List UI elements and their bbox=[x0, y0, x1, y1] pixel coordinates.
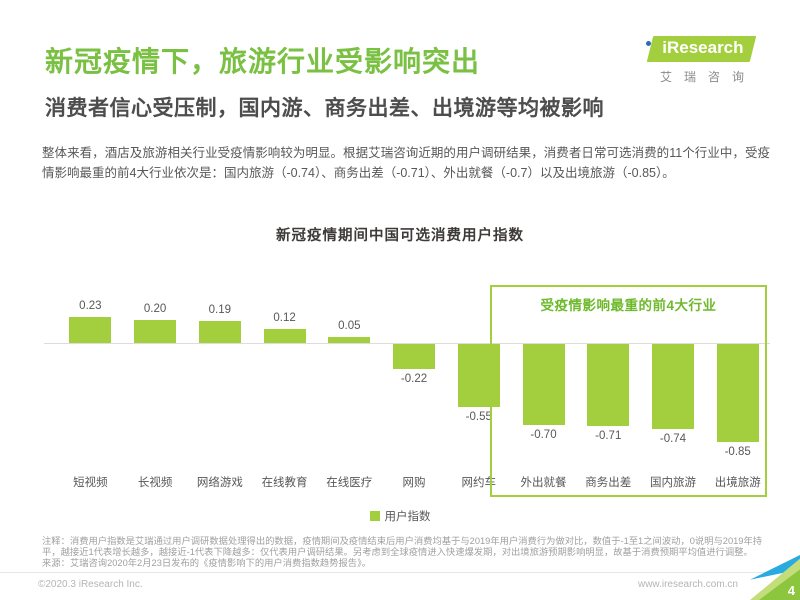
legend-swatch-icon bbox=[369, 511, 380, 521]
footer-website: www.iresearch.com.cn bbox=[637, 579, 738, 590]
category-label: 外出就餐 bbox=[520, 477, 567, 489]
bar-在线教育 bbox=[263, 329, 306, 343]
footnotes: 注释：消费用户指数是艾瑞通过用户调研数据处理得出的数据，疫情期间及疫情结束后用户… bbox=[42, 536, 774, 568]
bar-chart: 0.23 短视频 0.20 长视频 0.19 网络游戏 0.12 在线教育 0.05 在线医疗 -0… bbox=[44, 268, 770, 500]
bar-在线医疗 bbox=[328, 337, 371, 343]
category-label: 长视频 bbox=[137, 477, 173, 489]
source-text: 来源：艾瑞咨询2020年2月23日发布的《疫情影响下的用户消费指数趋势报告》。 bbox=[42, 557, 372, 568]
chart-column: -0.71 商务出差 bbox=[576, 268, 641, 500]
bar-value-label: -0.74 bbox=[659, 433, 687, 446]
page-number: 4 bbox=[787, 583, 795, 598]
bar-value-label: 0.19 bbox=[208, 304, 232, 317]
bar-网购 bbox=[393, 344, 436, 370]
chart-column: -0.55 网约车 bbox=[446, 268, 511, 500]
bar-value-label: 0.20 bbox=[143, 303, 167, 315]
bar-value-label: 0.05 bbox=[338, 320, 361, 333]
footer-divider bbox=[0, 572, 800, 573]
category-label: 网络游戏 bbox=[196, 477, 243, 489]
chart-column: 0.23 短视频 bbox=[58, 268, 123, 500]
bar-外出就餐 bbox=[522, 344, 565, 425]
bar-商务出差 bbox=[587, 344, 630, 426]
bar-网络游戏 bbox=[198, 321, 241, 343]
bar-value-label: 0.23 bbox=[79, 299, 102, 312]
bar-value-label: -0.22 bbox=[400, 373, 428, 386]
bar-value-label: 0.12 bbox=[273, 312, 296, 325]
logo-i-dot-icon bbox=[646, 41, 651, 46]
category-label: 网约车 bbox=[461, 477, 497, 489]
chart-column: -0.85 出境旅游 bbox=[705, 268, 770, 500]
chart-column: 0.20 长视频 bbox=[123, 268, 188, 500]
footer-copyright: ©2020.3 iResearch Inc. bbox=[38, 579, 143, 590]
bar-value-label: -0.70 bbox=[530, 428, 557, 441]
page-title: 新冠疫情下，旅游行业受影响突出 bbox=[45, 46, 481, 77]
logo-mark: iResearch bbox=[647, 36, 757, 62]
intro-paragraph: 整体来看，酒店及旅游相关行业受疫情影响较为明显。根据艾瑞咨询近期的用户调研结果，… bbox=[42, 146, 770, 180]
bar-出境旅游 bbox=[716, 344, 759, 442]
bar-value-label: -0.55 bbox=[465, 411, 492, 424]
category-label: 在线教育 bbox=[261, 477, 308, 489]
page-subtitle: 消费者信心受压制，国内游、商务出差、出境游等均被影响 bbox=[45, 97, 604, 120]
chart-legend: 用户指数 bbox=[0, 508, 800, 524]
logo-brand-text: iResearch bbox=[662, 38, 744, 57]
chart-columns: 0.23 短视频 0.20 长视频 0.19 网络游戏 0.12 在线教育 0.05 在线医疗 -0… bbox=[58, 268, 770, 500]
category-label: 在线医疗 bbox=[326, 477, 373, 489]
chart-column: -0.22 网购 bbox=[382, 268, 447, 500]
bar-国内旅游 bbox=[651, 344, 694, 430]
category-label: 商务出差 bbox=[585, 477, 632, 489]
category-label: 国内旅游 bbox=[649, 477, 696, 489]
corner-decoration: 4 bbox=[750, 555, 800, 600]
chart-column: 0.12 在线教育 bbox=[252, 268, 317, 500]
bar-网约车 bbox=[457, 344, 500, 408]
bar-短视频 bbox=[69, 316, 112, 343]
chart-title: 新冠疫情期间中国可选消费用户指数 bbox=[276, 228, 524, 244]
iresearch-logo: iResearch 艾瑞咨询 bbox=[632, 36, 772, 85]
legend-label: 用户指数 bbox=[384, 511, 431, 523]
bar-value-label: -0.85 bbox=[724, 445, 751, 458]
chart-column: 0.05 在线医疗 bbox=[317, 268, 382, 500]
logo-chinese-text: 艾瑞咨询 bbox=[659, 70, 756, 84]
zero-axis-line bbox=[44, 343, 770, 344]
category-label: 网购 bbox=[402, 477, 426, 489]
note-text: 注释：消费用户指数是艾瑞通过用户调研数据处理得出的数据，疫情期间及疫情结束后用户… bbox=[42, 536, 763, 557]
bar-value-label: -0.71 bbox=[595, 429, 622, 442]
bar-长视频 bbox=[134, 320, 177, 343]
chart-column: 0.19 网络游戏 bbox=[187, 268, 252, 500]
chart-column: -0.70 外出就餐 bbox=[511, 268, 576, 500]
category-label: 短视频 bbox=[73, 477, 108, 489]
chart-column: -0.74 国内旅游 bbox=[641, 268, 706, 500]
category-label: 出境旅游 bbox=[714, 477, 761, 489]
